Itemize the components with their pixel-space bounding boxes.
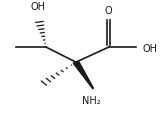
- Polygon shape: [73, 62, 93, 89]
- Text: OH: OH: [30, 2, 45, 12]
- Text: OH: OH: [142, 44, 157, 54]
- Text: O: O: [104, 6, 112, 16]
- Text: NH₂: NH₂: [81, 95, 100, 105]
